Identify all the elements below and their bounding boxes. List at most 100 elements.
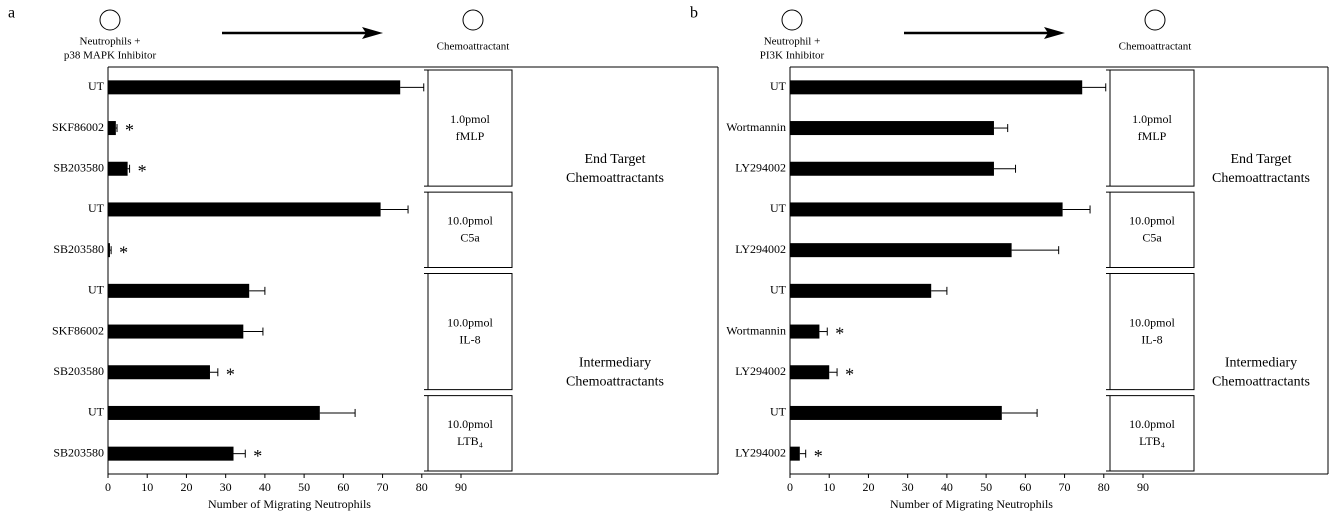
category-label: SKF86002 <box>52 323 104 337</box>
source-label: p38 MAPK Inhibitor <box>64 50 157 62</box>
significance-mark: * <box>845 364 854 384</box>
x-tick-label: 70 <box>377 480 389 494</box>
group-label: C5a <box>460 231 480 245</box>
bar <box>108 446 234 461</box>
group-label: fMLP <box>456 129 485 143</box>
x-tick-label: 0 <box>105 480 111 494</box>
category-label: UT <box>88 201 105 215</box>
category-label: UT <box>88 405 105 419</box>
x-tick-label: 90 <box>1137 480 1149 494</box>
target-circle <box>462 9 484 31</box>
bar <box>790 446 800 461</box>
class-label: Chemoattractants <box>1212 171 1310 186</box>
class-label: Chemoattractants <box>566 171 664 186</box>
category-label: LY294002 <box>735 161 786 175</box>
bar <box>108 161 128 176</box>
group-bracket <box>424 191 513 268</box>
bar <box>790 121 994 136</box>
category-label: Wortmannin <box>726 323 786 337</box>
x-axis-label: Number of Migrating Neutrophils <box>890 497 1053 511</box>
group-bracket <box>1106 69 1195 187</box>
group-label: 10.0pmol <box>447 315 493 329</box>
bar <box>790 161 994 176</box>
group-label: 10.0pmol <box>447 417 493 431</box>
category-label: SB203580 <box>53 242 104 256</box>
bar <box>790 80 1083 95</box>
group-bracket <box>424 395 513 472</box>
category-label: SB203580 <box>53 445 104 459</box>
panel-label: a <box>8 5 15 22</box>
significance-mark: * <box>226 364 235 384</box>
category-label: UT <box>770 283 787 297</box>
class-label: Intermediary <box>1225 355 1297 370</box>
bar <box>108 243 110 258</box>
bar <box>790 243 1012 258</box>
category-label: SB203580 <box>53 161 104 175</box>
source-label: Neutrophil + <box>764 36 821 48</box>
bar <box>790 405 1002 420</box>
x-tick-label: 30 <box>902 480 914 494</box>
category-label: UT <box>770 79 787 93</box>
x-tick-label: 10 <box>823 480 835 494</box>
source-label: PI3K Inhibitor <box>760 50 825 62</box>
category-label: UT <box>88 79 105 93</box>
bar <box>790 283 932 298</box>
significance-mark: * <box>125 120 134 140</box>
group-label: LTB₄ <box>457 434 483 448</box>
category-label: Wortmannin <box>726 120 786 134</box>
group-label: 1.0pmol <box>1132 112 1172 126</box>
class-label: Chemoattractants <box>1212 374 1310 389</box>
x-tick-label: 70 <box>1059 480 1071 494</box>
x-tick-label: 60 <box>1019 480 1031 494</box>
bar <box>790 202 1063 217</box>
group-bracket <box>424 273 513 391</box>
significance-mark: * <box>814 446 823 466</box>
bar <box>108 202 381 217</box>
bar <box>108 80 401 95</box>
x-tick-label: 20 <box>862 480 874 494</box>
target-circle <box>1144 9 1166 31</box>
bar <box>108 121 116 136</box>
x-tick-label: 0 <box>787 480 793 494</box>
x-tick-label: 50 <box>298 480 310 494</box>
arrow-head <box>1044 27 1065 39</box>
category-label: LY294002 <box>735 445 786 459</box>
x-tick-label: 80 <box>416 480 428 494</box>
x-tick-label: 90 <box>455 480 467 494</box>
source-circle <box>781 9 803 31</box>
group-bracket <box>1106 273 1195 391</box>
x-tick-label: 60 <box>337 480 349 494</box>
bar <box>108 283 250 298</box>
group-label: IL-8 <box>459 332 480 346</box>
bar <box>790 365 830 380</box>
group-label: LTB₄ <box>1139 434 1165 448</box>
group-bracket <box>1106 395 1195 472</box>
source-label: Neutrophils + <box>80 36 141 48</box>
x-tick-label: 10 <box>141 480 153 494</box>
significance-mark: * <box>835 324 844 344</box>
target-label: Chemoattractant <box>1119 41 1192 53</box>
category-label: SKF86002 <box>52 120 104 134</box>
bar <box>108 324 244 339</box>
x-tick-label: 30 <box>220 480 232 494</box>
class-label: End Target <box>584 152 645 167</box>
x-tick-label: 20 <box>180 480 192 494</box>
x-tick-label: 80 <box>1098 480 1110 494</box>
x-tick-label: 40 <box>259 480 271 494</box>
category-label: UT <box>770 405 787 419</box>
target-label: Chemoattractant <box>437 41 510 53</box>
category-label: LY294002 <box>735 364 786 378</box>
category-label: UT <box>88 283 105 297</box>
class-label: Chemoattractants <box>566 374 664 389</box>
class-label: Intermediary <box>579 355 651 370</box>
group-label: 10.0pmol <box>447 214 493 228</box>
source-circle <box>99 9 121 31</box>
group-label: 1.0pmol <box>450 112 490 126</box>
group-bracket <box>424 69 513 187</box>
bar <box>108 405 320 420</box>
x-axis-label: Number of Migrating Neutrophils <box>208 497 371 511</box>
bar <box>108 365 210 380</box>
arrow-head <box>362 27 383 39</box>
significance-mark: * <box>119 242 128 262</box>
